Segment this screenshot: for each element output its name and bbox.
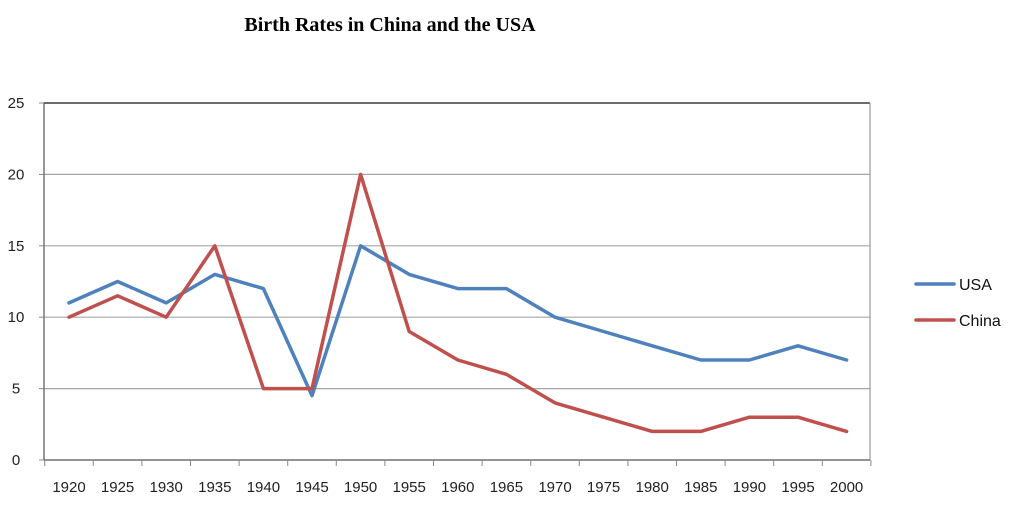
y-tick-label: 0 [12,452,20,469]
y-tick-label: 25 [8,95,25,112]
x-tick-label: 1930 [150,479,183,496]
chart-title: Birth Rates in China and the USA [244,14,536,36]
x-tick-label: 1920 [52,479,85,496]
x-tick-label: 1950 [344,479,377,496]
gridlines [44,102,870,390]
y-tick-label: 10 [8,309,25,326]
x-tick-label: 1990 [733,479,766,496]
x-tick-label: 1995 [781,479,814,496]
series-line-china [67,172,849,434]
x-tick-label: 1965 [490,479,523,496]
legend: USA China [914,277,1001,330]
x-tick-label: 1975 [587,479,620,496]
x-tick-label: 2000 [830,479,863,496]
x-tick-label: 1935 [198,479,231,496]
legend-label-usa: USA [959,277,992,294]
y-tick-label: 5 [12,381,20,398]
series-lines [67,172,849,434]
y-axis-ticks: 0 5 10 15 20 25 [8,95,44,469]
x-tick-label: 1925 [101,479,134,496]
x-tick-label: 1955 [393,479,426,496]
series-line-usa [67,244,849,398]
y-tick-label: 15 [8,238,25,255]
legend-label-china: China [959,313,1001,330]
x-tick-label: 1980 [636,479,669,496]
x-tick-label: 1960 [441,479,474,496]
x-tick-label: 1940 [247,479,280,496]
x-tick-label: 1970 [538,479,571,496]
y-tick-label: 20 [8,166,25,183]
x-tick-label: 1945 [295,479,328,496]
axes [43,102,871,461]
x-tick-label: 1985 [684,479,717,496]
x-axis-ticks: 1920 1925 1930 1935 1940 1945 1950 1955 1960 1965… [44,460,872,496]
